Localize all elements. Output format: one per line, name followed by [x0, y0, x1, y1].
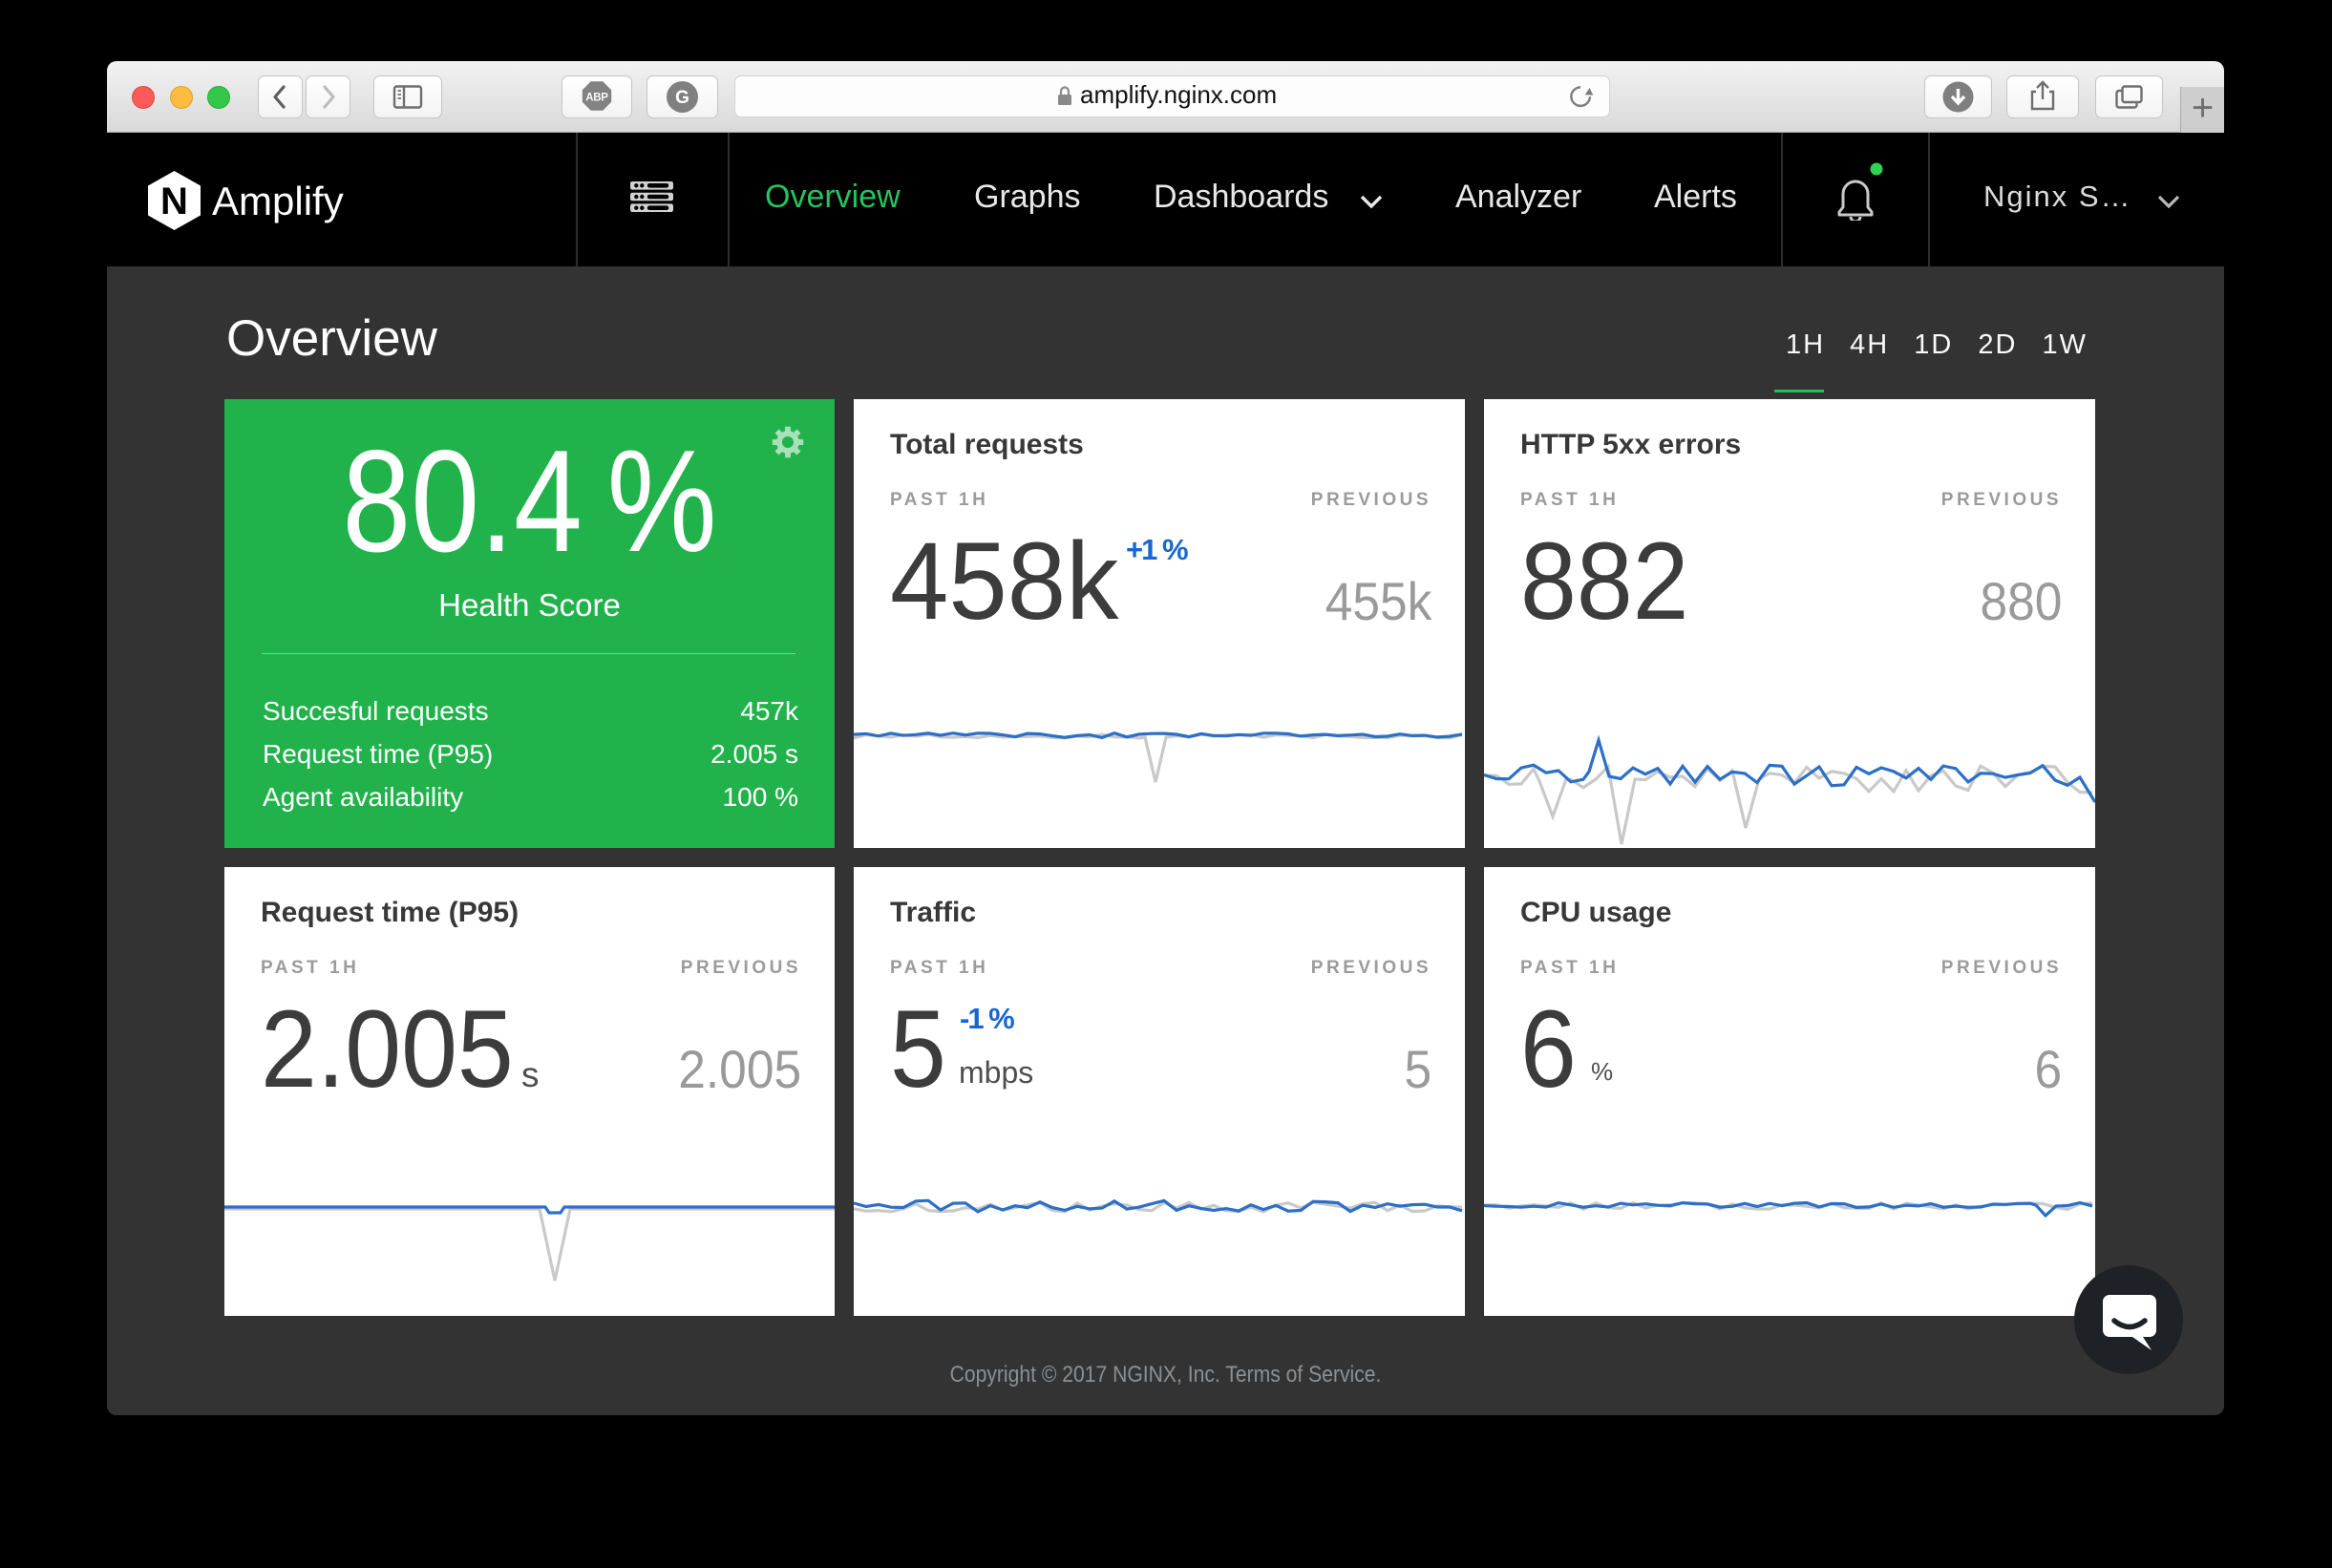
svg-text:G: G: [675, 88, 689, 108]
svg-text:ABP: ABP: [585, 93, 608, 104]
svg-text:amplify.nginx.com: amplify.nginx.com: [1080, 80, 1277, 109]
svg-text:N: N: [160, 180, 188, 222]
